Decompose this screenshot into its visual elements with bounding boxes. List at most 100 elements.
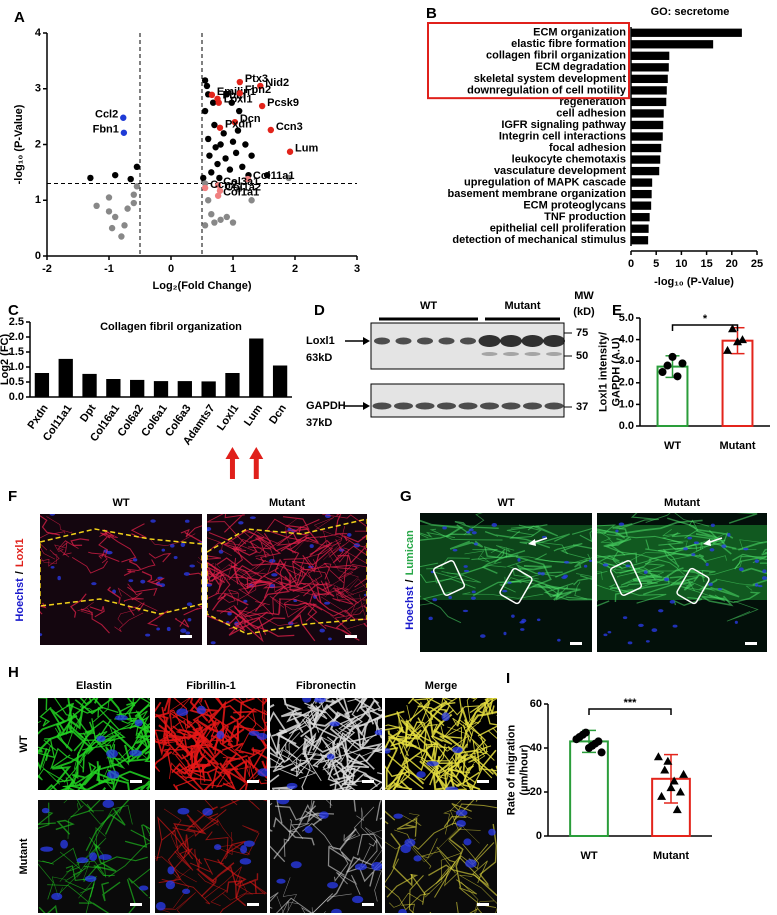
point-label: Ptx3 bbox=[245, 73, 268, 85]
fiber bbox=[385, 885, 430, 911]
data-point bbox=[728, 324, 738, 333]
y-axis-label: Loxl1 intensity/ bbox=[597, 332, 609, 412]
data-point bbox=[678, 359, 687, 368]
fiber bbox=[336, 871, 361, 895]
point-label: Lum bbox=[295, 143, 318, 155]
point-label: Emilin1 bbox=[217, 86, 256, 98]
fiber bbox=[163, 749, 199, 790]
nucleus bbox=[520, 628, 525, 631]
fiber bbox=[443, 802, 472, 828]
fiber bbox=[390, 721, 433, 746]
stain-label-part: Hoechst bbox=[404, 586, 416, 630]
micrograph bbox=[270, 698, 382, 790]
y-tick-label: 3 bbox=[35, 83, 41, 95]
micrograph bbox=[38, 698, 150, 790]
fiber bbox=[273, 816, 315, 846]
fiber bbox=[38, 720, 42, 724]
nucleus bbox=[182, 888, 191, 894]
fiber bbox=[233, 538, 271, 557]
fiber bbox=[303, 737, 363, 766]
fiber bbox=[190, 743, 223, 770]
nucleus bbox=[603, 633, 608, 637]
nucleus bbox=[84, 875, 97, 882]
data-point bbox=[121, 222, 128, 229]
nucleus bbox=[727, 532, 731, 537]
panel-letter: C bbox=[8, 302, 19, 319]
nucleus bbox=[717, 587, 723, 591]
bar bbox=[177, 381, 192, 397]
fiber bbox=[83, 856, 148, 882]
fiber bbox=[196, 556, 202, 565]
nucleus bbox=[563, 560, 570, 564]
nucleus bbox=[734, 620, 738, 624]
category-label: skeletal system development bbox=[474, 73, 627, 85]
category-label: downregulation of cell motility bbox=[467, 84, 627, 96]
fiber bbox=[676, 561, 743, 578]
fiber bbox=[104, 800, 130, 835]
fiber bbox=[121, 710, 148, 725]
data-point bbox=[248, 152, 255, 159]
data-point bbox=[257, 82, 264, 90]
y-tick-label: 20 bbox=[530, 786, 542, 798]
fiber bbox=[180, 525, 202, 538]
nucleus bbox=[705, 562, 709, 567]
fiber bbox=[227, 754, 257, 790]
nucleus bbox=[238, 521, 244, 525]
nucleus bbox=[155, 901, 166, 911]
blot-band bbox=[501, 402, 521, 410]
y-tick-label: 3.0 bbox=[619, 355, 634, 367]
fiber bbox=[449, 540, 484, 550]
nucleus bbox=[216, 730, 225, 740]
scale-bar bbox=[477, 780, 489, 783]
nucleus bbox=[287, 621, 294, 626]
fiber bbox=[248, 729, 267, 768]
fiber bbox=[207, 562, 244, 582]
fiber bbox=[359, 698, 368, 709]
bar bbox=[631, 120, 664, 130]
pointer-arrowhead bbox=[703, 539, 711, 546]
data-point bbox=[216, 174, 223, 182]
nucleus bbox=[57, 575, 61, 581]
y-axis-label: GAPDH (A.U) bbox=[610, 337, 622, 406]
data-point bbox=[658, 368, 667, 376]
y-tick-label: 1.0 bbox=[9, 361, 24, 373]
data-point bbox=[118, 233, 125, 240]
nucleus bbox=[319, 811, 329, 819]
fiber bbox=[615, 519, 703, 536]
fiber bbox=[69, 593, 87, 618]
fiber bbox=[333, 754, 370, 776]
fiber bbox=[456, 699, 490, 731]
condition-label: WT bbox=[112, 497, 129, 509]
fiber bbox=[448, 746, 488, 774]
fiber bbox=[208, 532, 244, 568]
fiber bbox=[71, 557, 108, 574]
nucleus bbox=[243, 599, 248, 603]
nucleus bbox=[243, 840, 255, 847]
fiber bbox=[462, 724, 486, 764]
nucleus bbox=[106, 770, 120, 779]
data-point bbox=[205, 197, 212, 204]
fiber bbox=[312, 713, 341, 757]
nucleus bbox=[210, 641, 216, 645]
fiber bbox=[385, 729, 404, 751]
category-label: elastic fibre formation bbox=[511, 38, 626, 50]
fiber bbox=[365, 707, 382, 725]
fiber bbox=[375, 800, 382, 821]
fiber bbox=[148, 552, 172, 563]
fiber bbox=[207, 514, 247, 545]
point-label: Col3a1 bbox=[223, 176, 259, 188]
fiber bbox=[351, 583, 367, 602]
nucleus bbox=[156, 627, 160, 631]
fiber bbox=[263, 532, 302, 552]
x-tick-label: 1 bbox=[230, 263, 236, 275]
fiber bbox=[132, 746, 150, 760]
bar bbox=[631, 166, 660, 176]
micrograph bbox=[385, 698, 497, 790]
nucleus bbox=[602, 563, 609, 567]
fiber bbox=[172, 725, 199, 758]
nucleus bbox=[60, 839, 68, 849]
fiber bbox=[256, 536, 282, 563]
fiber bbox=[40, 549, 60, 567]
blot-group-label: Mutant bbox=[504, 300, 540, 312]
data-point bbox=[208, 91, 216, 99]
